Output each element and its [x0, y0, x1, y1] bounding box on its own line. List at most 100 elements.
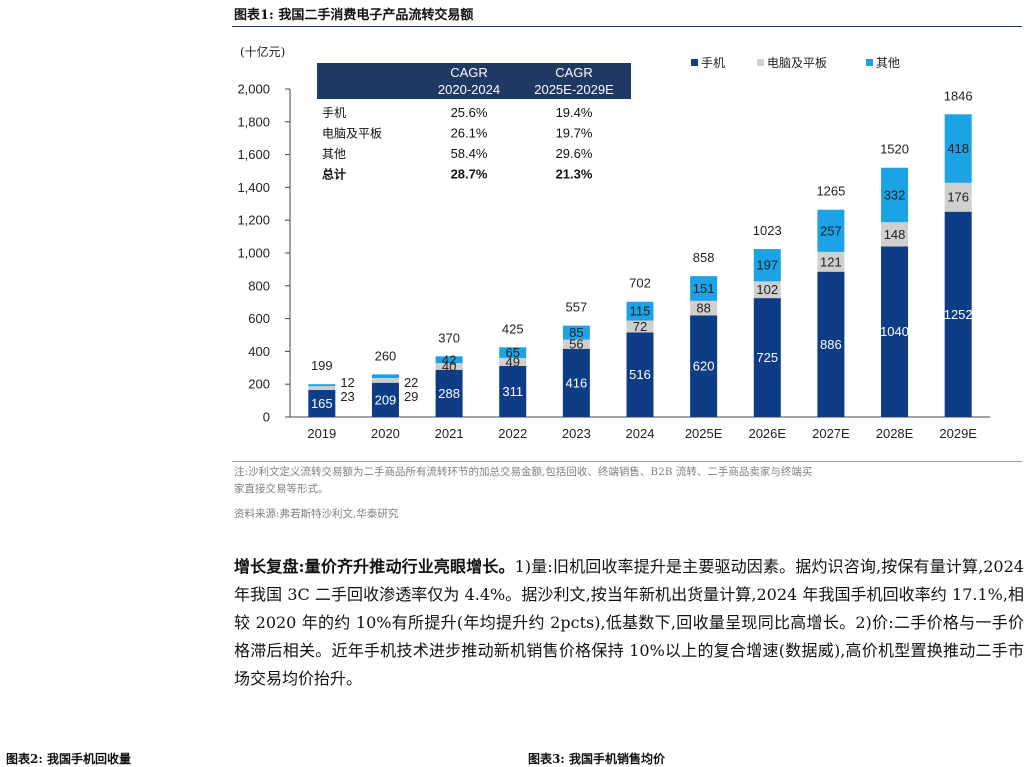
- legend-label: 电脑及平板: [767, 56, 827, 70]
- total-label: 1023: [753, 223, 782, 238]
- legend-label: 手机: [701, 56, 725, 70]
- data-label: 151: [693, 281, 715, 296]
- cagr-row-value-a: 58.4%: [451, 146, 488, 161]
- chart-note: 注:沙利文定义流转交易额为二手商品所有流转环节的加总交易金额,包括回收、终端销售…: [234, 464, 1024, 498]
- bar-segment-phone: [499, 365, 527, 417]
- bar-segment-other: [817, 209, 845, 252]
- cagr-rows: 手机 25.6% 19.4% 电脑及平板 26.1% 19.7% 其他 58.4% 29.6% 总…: [322, 105, 593, 182]
- stacked-bar-chart: (十亿元) 0 200 400 600 800 1,000 1,200 1,400 1,600 1…: [237, 44, 990, 441]
- data-label: 56: [569, 337, 583, 352]
- x-tick-label: 2027E: [812, 426, 850, 441]
- data-label: 23: [340, 389, 354, 404]
- total-label: 1520: [880, 142, 909, 157]
- cagr-header-b-line1: CAGR: [555, 65, 593, 80]
- data-label: 29: [404, 389, 418, 404]
- data-label: 49: [505, 354, 519, 369]
- note-line-1: 注:沙利文定义流转交易额为二手商品所有流转环节的加总交易金额,包括回收、终端销售…: [234, 466, 813, 478]
- bar-segment-pc-tablet: [690, 300, 718, 316]
- next-figure-title-right: 图表3: 我国手机销售均价: [528, 752, 665, 766]
- cagr-row-label: 总计: [322, 167, 346, 182]
- figure-title: 图表1: 我国二手消费电子产品流转交易额: [234, 8, 474, 23]
- cagr-row-value-b: 19.4%: [556, 105, 593, 120]
- data-label: 197: [756, 258, 778, 273]
- x-tick-label: 2022: [498, 426, 527, 441]
- data-label: 886: [820, 337, 842, 352]
- bar-segment-other: [371, 374, 399, 378]
- cagr-table: CAGR 2020-2024 CAGR 2025E-2029E 手机 25.6% 1…: [317, 63, 631, 182]
- y-tick-label: 1,000: [237, 246, 270, 261]
- cagr-row-value-b: 29.6%: [556, 146, 593, 161]
- total-label: 702: [629, 276, 651, 291]
- note-line-2: 家直接交易等形式。: [234, 483, 329, 495]
- body-text: 1)量:旧机回收率提升是主要驱动因素。据灼识咨询,按保有量计算,2024 年我国…: [234, 557, 1024, 688]
- data-label: 516: [629, 367, 651, 382]
- body-paragraph: 增长复盘:量价齐升推动行业亮眼增长。1)量:旧机回收率提升是主要驱动因素。据灼识…: [234, 553, 1024, 693]
- data-label: 1040: [880, 324, 909, 339]
- body-lead: 增长复盘:量价齐升推动行业亮眼增长。: [234, 557, 515, 576]
- cagr-row-label: 其他: [322, 147, 346, 161]
- y-tick-label: 1,200: [237, 213, 270, 228]
- bar-segment-phone: [817, 271, 845, 417]
- title-divider: [232, 26, 1022, 27]
- total-label: 1846: [944, 88, 973, 103]
- data-label: 72: [633, 319, 647, 334]
- data-label: 85: [569, 325, 583, 340]
- data-label: 65: [505, 345, 519, 360]
- y-tick-label: 200: [248, 377, 270, 392]
- bar-segment-phone: [881, 246, 909, 417]
- data-label: 165: [311, 396, 333, 411]
- bar-segment-other: [944, 114, 972, 183]
- cagr-row-label: 电脑及平板: [322, 127, 382, 141]
- x-tick-label: 2029E: [939, 426, 977, 441]
- total-label: 425: [502, 321, 524, 336]
- bar-segment-phone: [371, 382, 399, 417]
- y-tick-label: 1,600: [237, 147, 270, 162]
- legend-label: 其他: [876, 56, 900, 70]
- y-axis: 0 200 400 600 800 1,000 1,200 1,400 1,600 1,800 2,…: [237, 82, 290, 425]
- cagr-row-label: 手机: [322, 106, 346, 120]
- x-tick-label: 2020: [371, 426, 400, 441]
- bar-segment-pc-tablet: [308, 386, 336, 390]
- bar-segment-other: [690, 276, 718, 301]
- bar-segment-pc-tablet: [626, 320, 654, 333]
- bar-segment-other: [435, 356, 463, 364]
- bar-segment-pc-tablet: [881, 222, 909, 247]
- y-tick-label: 600: [248, 311, 270, 326]
- data-label: 725: [756, 350, 778, 365]
- bar-segment-other: [308, 384, 336, 387]
- y-tick-label: 1,400: [237, 180, 270, 195]
- bar-segment-phone: [308, 389, 336, 417]
- bar-segment-phone: [944, 211, 972, 417]
- total-label: 199: [311, 358, 333, 373]
- data-label: 102: [756, 282, 778, 297]
- bar-segment-other: [562, 325, 590, 340]
- bar-segment-phone: [690, 315, 718, 417]
- data-label: 620: [693, 359, 715, 374]
- legend-swatch: [757, 59, 764, 66]
- y-tick-label: 2,000: [237, 82, 270, 97]
- data-label: 418: [947, 141, 969, 156]
- total-label: 858: [693, 250, 715, 265]
- y-tick-label: 1,800: [237, 114, 270, 129]
- cagr-row-value-b: 19.7%: [556, 126, 593, 141]
- x-tick-label: 2023: [562, 426, 591, 441]
- x-tick-label: 2019: [307, 426, 336, 441]
- data-label: 257: [820, 223, 842, 238]
- cagr-table-header-bg: [317, 63, 631, 99]
- bar-segment-other: [626, 301, 654, 321]
- chart-source: 资料来源:弗若斯特沙利文,华泰研究: [234, 508, 399, 520]
- bar-segment-other: [881, 167, 909, 223]
- bar-segment-pc-tablet: [817, 251, 845, 272]
- data-label: 148: [884, 227, 906, 242]
- data-label: 209: [375, 392, 397, 407]
- data-label: 288: [438, 386, 460, 401]
- legend-swatch: [866, 59, 873, 66]
- data-label: 40: [442, 359, 456, 374]
- total-label: 260: [375, 348, 397, 363]
- data-label: 1252: [944, 307, 973, 322]
- bar-segment-pc-tablet: [944, 182, 972, 212]
- x-tick-labels: 2019 2020 2021 2022 2023 2024 2025E 2026E 2027E 2…: [307, 426, 977, 441]
- bar-segment-pc-tablet: [753, 281, 781, 299]
- data-label: 121: [820, 254, 842, 269]
- data-label: 42: [442, 352, 456, 367]
